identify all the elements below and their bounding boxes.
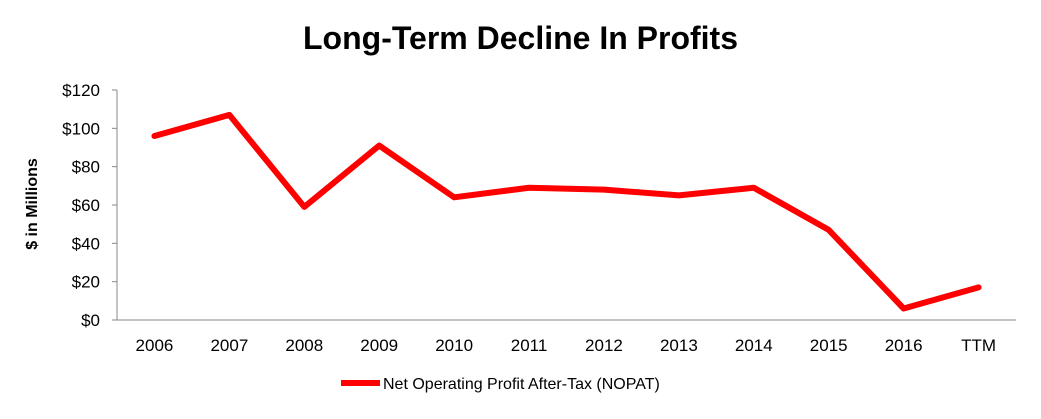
y-tick-label: $40: [72, 234, 100, 253]
x-tick-label: 2011: [511, 336, 548, 355]
x-tick-label: 2010: [435, 336, 473, 355]
x-tick-label: 2008: [285, 336, 323, 355]
y-tick-label: $100: [62, 119, 100, 138]
x-tick-label: 2014: [735, 336, 773, 355]
x-tick-label: 2015: [810, 336, 848, 355]
y-tick-label: $80: [72, 158, 100, 177]
legend: Net Operating Profit After-Tax (NOPAT): [341, 376, 660, 393]
chart-title: Long-Term Decline In Profits: [303, 20, 738, 56]
x-axis: 2006 2007 2008 2009 2010 2011 2012 2013 2014 2015…: [117, 319, 1016, 355]
x-tick-label: TTM: [961, 336, 996, 355]
x-tick-label: 2009: [360, 336, 398, 355]
y-tick-label: $120: [62, 81, 100, 100]
x-tick-label: 2013: [660, 336, 698, 355]
series-layer: [151, 111, 982, 312]
y-tick-label: $60: [72, 196, 100, 215]
y-axis: $0 $20 $40 $60 $80 $100 $120: [62, 81, 118, 330]
series-line-nopat: [151, 111, 982, 312]
x-tick-label: 2012: [585, 336, 623, 355]
x-tick-label: 2007: [210, 336, 248, 355]
x-tick-label: 2016: [885, 336, 923, 355]
y-tick-label: $0: [81, 311, 100, 330]
x-tick-label: 2006: [136, 336, 174, 355]
legend-label: Net Operating Profit After-Tax (NOPAT): [383, 376, 660, 393]
y-tick-label: $20: [72, 273, 100, 292]
y-axis-label: $ in Millions: [24, 158, 41, 250]
